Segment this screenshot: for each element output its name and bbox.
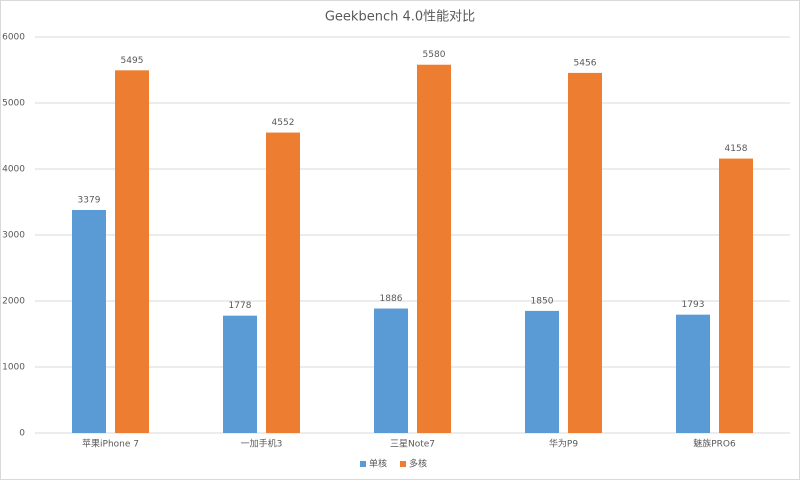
y-tick-label: 5000 <box>2 99 25 109</box>
data-label: 5580 <box>423 50 446 60</box>
y-tick-label: 2000 <box>2 297 25 307</box>
y-tick-label: 0 <box>19 429 25 439</box>
bar <box>72 209 106 433</box>
chart-title: Geekbench 4.0性能对比 <box>325 10 475 25</box>
y-tick-label: 4000 <box>2 165 25 175</box>
bar <box>266 132 300 433</box>
data-label: 1793 <box>682 300 705 310</box>
bar <box>374 308 408 433</box>
y-tick-label: 6000 <box>2 33 25 43</box>
bar <box>676 314 710 433</box>
bar <box>525 310 559 433</box>
bar <box>115 70 149 433</box>
x-tick-label: 苹果iPhone 7 <box>82 438 139 450</box>
bar <box>417 64 451 433</box>
legend-label: 单核 <box>369 458 387 470</box>
data-label: 1778 <box>229 301 252 311</box>
data-label: 4552 <box>272 118 295 128</box>
legend-swatch <box>400 461 406 467</box>
x-tick-label: 华为P9 <box>549 438 578 450</box>
data-label: 5495 <box>121 56 144 66</box>
legend-label: 多核 <box>409 458 427 470</box>
y-tick-label: 3000 <box>2 231 25 241</box>
data-label: 1850 <box>531 296 554 306</box>
data-label: 4158 <box>725 144 748 154</box>
x-tick-label: 一加手机3 <box>241 438 283 450</box>
x-tick-label: 魅族PRO6 <box>693 438 736 450</box>
x-tick-label: 三星Note7 <box>390 439 435 450</box>
bar <box>719 158 753 433</box>
data-label: 5456 <box>574 58 597 68</box>
data-label: 3379 <box>78 195 101 205</box>
bar <box>223 315 257 433</box>
bar <box>568 72 602 434</box>
data-label: 1886 <box>380 294 403 304</box>
legend-swatch <box>360 461 366 467</box>
y-tick-label: 1000 <box>2 363 25 373</box>
